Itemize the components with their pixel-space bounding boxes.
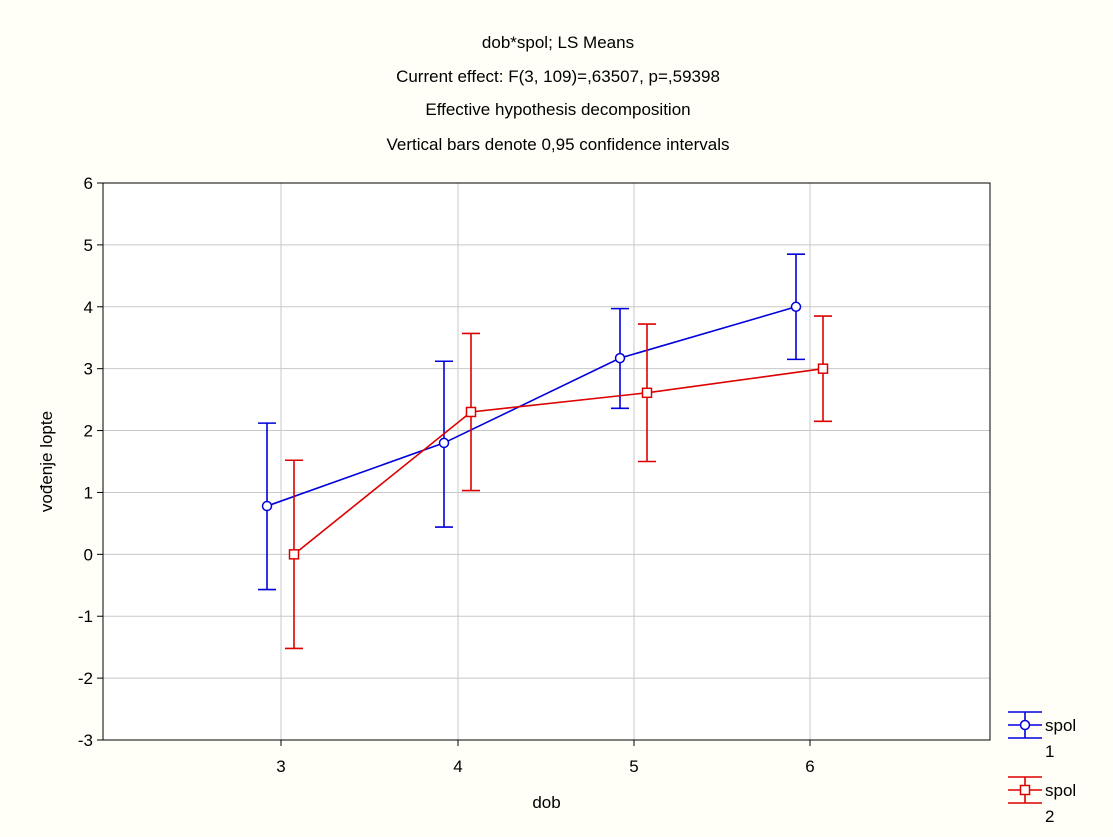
y-tick-label: 5 [84,236,93,255]
legend-item-1: spol 1 [1008,711,1076,761]
series-line [293,367,824,555]
x-tick-label: 3 [276,757,285,776]
y-tick-label: 0 [84,545,93,564]
x-tick-label: 6 [805,757,814,776]
data-point [641,387,653,399]
x-axis: 3 4 5 6 [276,740,815,776]
chart-subtitle-effect: Current effect: F(3, 109)=,63507, p=,593… [396,67,720,86]
x-tick-label: 5 [629,757,638,776]
y-tick-label: -1 [78,607,93,626]
y-tick-label: -3 [78,731,93,750]
y-tick-label: 3 [84,360,93,379]
y-tick-label: 1 [84,483,93,502]
legend-item-2: spol 2 [1008,776,1076,826]
plot-area [103,183,990,740]
data-point [438,437,450,449]
legend-label: spol [1045,716,1076,735]
chart-subtitle-ci-note: Vertical bars denote 0,95 confidence int… [386,135,729,154]
legend-marker [1019,784,1031,796]
y-tick-label: 4 [84,298,93,317]
grid-lines [103,183,990,740]
legend-label: spol [1045,781,1076,800]
legend-label-level: 1 [1045,742,1054,761]
series-layer [258,253,832,650]
y-tick-label: 2 [84,422,93,441]
data-point [465,406,477,418]
y-tick-label: -2 [78,669,93,688]
data-point [261,500,273,512]
legend-marker [1019,719,1031,731]
data-point [288,549,300,560]
chart-title-block: dob*spol; LS Means Current effect: F(3, … [386,33,729,154]
legend-label-level: 2 [1045,807,1054,826]
x-axis-label: dob [532,793,560,812]
y-axis-label: vođenje lopte [37,411,56,512]
y-axis: -3 -2 -1 0 1 2 3 4 5 6 [78,174,103,750]
x-tick-label: 4 [453,757,462,776]
data-point [614,352,626,364]
legend: spol 1 spol 2 [1008,711,1076,826]
y-tick-label: 6 [84,174,93,193]
data-point [817,363,829,374]
data-point [790,301,802,313]
series-line [266,306,797,507]
series-2 [285,315,832,650]
chart-subtitle-decomposition: Effective hypothesis decomposition [425,100,690,119]
series-1 [258,253,805,591]
chart-title: dob*spol; LS Means [482,33,634,52]
plot-frame [102,182,991,741]
